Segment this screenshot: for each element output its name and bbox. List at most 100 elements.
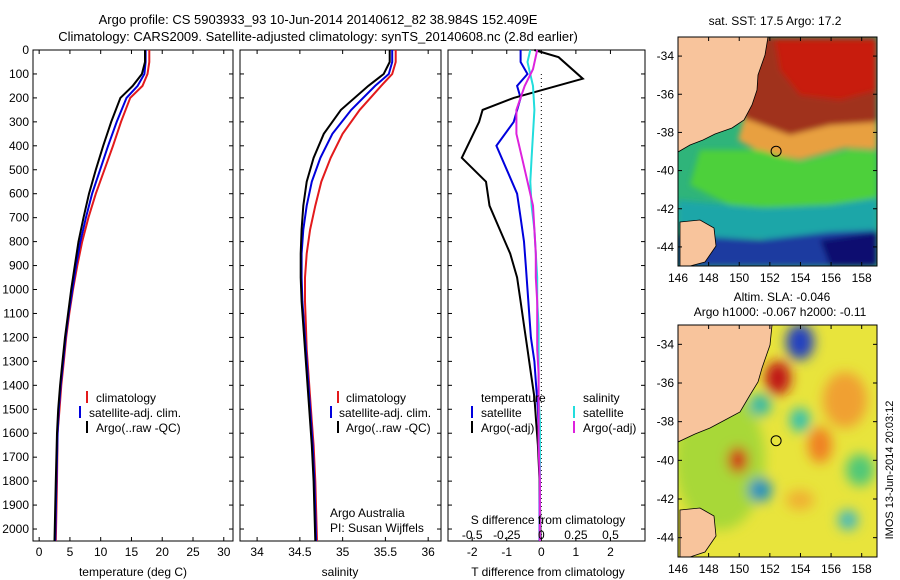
sla-map-frame: [677, 324, 878, 558]
salinity-left-ticks: [240, 49, 441, 530]
figure-title-line1: Argo profile: CS 5903933_93 10-Jun-2014 …: [99, 12, 538, 27]
difference-plot-frame: [447, 49, 646, 542]
depth-tick-label: 1200: [2, 330, 29, 344]
depth-tick-label: 1400: [2, 378, 29, 392]
depth-tick-label: 0: [22, 43, 29, 57]
difference-left-ticks: [448, 49, 645, 530]
imos-timestamp: IMOS 13-Jun-2014 20:03:12: [884, 401, 896, 540]
legend-label-argo: Argo(..raw -QC): [96, 421, 181, 435]
map-y-tick-label: -42: [657, 202, 675, 216]
map-y-tick-label: -40: [657, 453, 675, 467]
depth-tick-label: 1500: [2, 402, 29, 416]
s-tick-label: -0.5: [462, 528, 483, 542]
map-x-tick-label: 158: [852, 271, 872, 285]
map-y-tick-label: -34: [657, 49, 675, 63]
map-x-tick-label: 152: [760, 562, 780, 576]
x-tick-label: 36: [421, 545, 435, 559]
x-tick-label: 25: [186, 545, 200, 559]
s-tick-label: 0.25: [564, 528, 588, 542]
legend-label-s-argo: Argo(-adj): [583, 421, 636, 435]
depth-tick-label: 500: [9, 163, 29, 177]
legend-label-climatology: climatology: [346, 391, 406, 405]
salinity-legend: climatology satellite-adj. clim. Argo(..…: [330, 391, 431, 435]
map-x-tick-label: 152: [760, 271, 780, 285]
sla-tasmania: [679, 507, 717, 557]
sst-deep-warm-core: [775, 40, 877, 100]
series-line-argo-raw-qc: [299, 50, 391, 542]
map-y-tick-label: -44: [657, 531, 675, 545]
s-tick-label: -0.25: [493, 528, 521, 542]
sla-cyan-eddy-1: [749, 394, 771, 416]
sla-argo-marker: [770, 435, 782, 447]
sla-orange-east: [808, 427, 832, 463]
series-line-salinity-argo-adj: [515, 49, 541, 541]
salinity-panel: 34 34.5 35 35.5 36 salinity climatology sate…: [239, 49, 442, 579]
credit-pi: PI: Susan Wijffels: [330, 521, 424, 535]
depth-tick-label: 1300: [2, 354, 29, 368]
depth-tick-label: 1800: [2, 474, 29, 488]
map-y-tick-label: -38: [657, 125, 675, 139]
x-tick-label: 0: [36, 545, 43, 559]
map-x-tick-label: 146: [668, 562, 688, 576]
salinity-x-axis-label: salinity: [322, 565, 359, 579]
map-x-tick-label: 150: [729, 271, 749, 285]
series-line-argo-raw-qc: [53, 50, 146, 542]
depth-tick-label: 400: [9, 139, 29, 153]
depth-tick-label: 1600: [2, 426, 29, 440]
map-y-tick-label: -38: [657, 415, 675, 429]
legend-label-satellite: satellite-adj. clim.: [89, 406, 181, 420]
sst-map-title: sat. SST: 17.5 Argo: 17.2: [709, 14, 842, 28]
series-line-temperature-argo-adj: [460, 49, 585, 542]
legend-label-t-argo: Argo(-adj): [481, 421, 534, 435]
depth-tick-label: 300: [9, 115, 29, 129]
depth-tick-label: 1100: [3, 306, 29, 320]
s-difference-tick-labels: -0.5 -0.25 0 0.25 0.5: [462, 528, 619, 542]
x-tick-label: 0: [538, 545, 545, 559]
sla-blue-eddy-north: [786, 325, 814, 360]
sst-coldest-region: [820, 232, 877, 266]
sla-map-panel: Altim. SLA: -0.046 Argo h1000: -0.067 h2…: [657, 290, 878, 576]
sla-orange-south: [786, 490, 814, 510]
sst-map-ticks: 146 148 150 152 154 156 158 -34 -36 -38 -40 -42 -44: [657, 37, 877, 285]
x-tick-label: 2: [607, 545, 614, 559]
sst-map-panel: sat. SST: 17.5 Argo: 17.2 146 148 150 152 15…: [657, 14, 878, 285]
difference-x-ticks: -2 -1 0 1 2: [467, 50, 614, 559]
map-x-tick-label: 156: [821, 562, 841, 576]
legend-label-t-satellite: satellite: [481, 406, 522, 420]
x-tick-label: -2: [467, 545, 478, 559]
map-x-tick-label: 148: [699, 562, 719, 576]
difference-panel: -2 -1 0 1 2 S difference from climatology -0…: [447, 49, 646, 579]
depth-tick-label: 900: [9, 259, 29, 273]
depth-tick-label: 1700: [2, 450, 29, 464]
salinity-plot-frame: [239, 49, 442, 542]
map-y-tick-label: -44: [657, 240, 675, 254]
sst-argo-marker: [770, 145, 782, 157]
map-x-tick-label: 158: [852, 562, 872, 576]
sla-map-subtitle: Argo h1000: -0.067 h2000: -0.11: [694, 305, 867, 319]
sla-red-eddy-2: [728, 447, 748, 473]
sst-map-frame: [677, 36, 878, 267]
temperature-x-axis-label: temperature (deg C): [79, 565, 187, 579]
x-tick-label: 34.5: [288, 545, 312, 559]
sla-land: [678, 325, 773, 443]
sla-green-east: [846, 454, 874, 486]
depth-tick-label: 1000: [2, 283, 29, 297]
sst-tasmania: [679, 219, 717, 266]
legend-label-s-satellite: satellite: [583, 406, 624, 420]
x-tick-label: -1: [501, 545, 512, 559]
legend-title-salinity: salinity: [583, 391, 620, 405]
s-tick-label: 0.5: [602, 528, 619, 542]
temperature-x-ticks: 0 5 10 15 20 25 30: [36, 50, 231, 559]
depth-tick-label: 1900: [2, 498, 29, 512]
temperature-series: [53, 50, 151, 542]
sla-map-title: Altim. SLA: -0.046: [734, 290, 831, 304]
difference-series: [460, 49, 585, 542]
sla-orange-north: [823, 372, 867, 428]
sst-orange-band: [738, 118, 877, 160]
series-line-temperature-satellite: [495, 50, 541, 541]
legend-label-climatology: climatology: [96, 391, 156, 405]
legend-title-temperature: temperature: [481, 391, 546, 405]
sla-cyan-eddy-2: [790, 408, 810, 432]
salinity-x-ticks: 34 34.5 35 35.5 36: [250, 50, 435, 559]
